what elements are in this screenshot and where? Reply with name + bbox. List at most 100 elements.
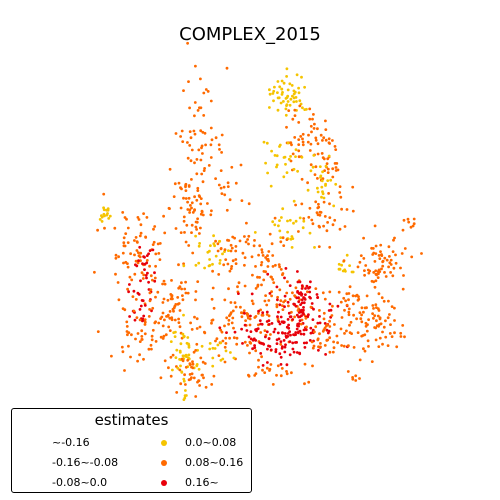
estimate-point (287, 304, 290, 308)
estimate-point (268, 92, 272, 96)
estimate-point (126, 344, 130, 348)
estimate-point (321, 170, 324, 174)
estimate-point (294, 155, 297, 159)
estimate-point (210, 297, 214, 301)
estimate-point (280, 346, 284, 350)
estimate-point (314, 200, 318, 204)
estimate-point (279, 355, 283, 359)
estimate-point (140, 338, 144, 341)
estimate-point (240, 315, 244, 319)
estimate-point (377, 254, 381, 257)
estimate-point (264, 161, 267, 165)
estimate-point (210, 138, 214, 142)
estimate-point (293, 302, 296, 306)
estimate-point (287, 311, 291, 315)
estimate-point (137, 293, 141, 296)
estimate-point (265, 303, 269, 307)
estimate-point (182, 89, 185, 92)
estimate-point (347, 344, 350, 348)
estimate-point (177, 317, 181, 321)
estimate-point (380, 296, 384, 300)
estimate-point (325, 338, 329, 342)
estimate-point (374, 279, 378, 283)
estimate-point (393, 331, 396, 335)
estimate-point (321, 177, 325, 181)
estimate-point (263, 299, 267, 303)
estimate-point (320, 195, 323, 199)
estimate-point (283, 350, 287, 354)
estimate-point (214, 254, 218, 258)
estimate-point (238, 239, 242, 243)
estimate-point (279, 268, 283, 271)
estimate-point (219, 186, 223, 190)
estimate-point (295, 327, 299, 331)
estimate-point (161, 301, 165, 304)
estimate-point (281, 207, 285, 211)
estimate-point (326, 179, 330, 183)
estimate-point (245, 329, 249, 332)
estimate-point (248, 317, 252, 321)
estimate-point (319, 211, 323, 214)
estimate-point (228, 198, 232, 202)
estimate-point (226, 238, 229, 242)
estimate-point (376, 314, 380, 318)
estimate-point (374, 338, 378, 342)
estimate-point (298, 292, 302, 295)
estimate-point (184, 291, 188, 295)
estimate-point (288, 103, 292, 107)
estimate-point (279, 340, 283, 343)
estimate-point (268, 232, 272, 236)
estimate-point (247, 242, 250, 246)
estimate-point (139, 223, 143, 227)
legend-label-1: ~-0.16 (52, 436, 90, 449)
estimate-point (304, 316, 308, 320)
estimate-point (250, 255, 254, 259)
estimate-point (187, 378, 191, 382)
estimate-point (96, 228, 99, 232)
estimate-point (258, 244, 262, 248)
estimate-point (145, 216, 149, 219)
estimate-point (284, 162, 287, 166)
estimate-point (163, 359, 167, 363)
estimate-point (197, 367, 201, 371)
estimate-point (170, 316, 174, 319)
estimate-point (374, 326, 378, 330)
estimate-point (298, 99, 302, 103)
estimate-point (159, 376, 163, 380)
estimate-point (125, 320, 129, 324)
estimate-point (189, 321, 193, 325)
estimate-point (236, 285, 239, 289)
estimate-point (167, 366, 170, 370)
estimate-point (360, 313, 363, 317)
estimate-point (136, 261, 140, 265)
estimate-point (148, 249, 152, 253)
estimate-point (260, 248, 264, 252)
estimate-point (284, 97, 288, 100)
estimate-point (237, 292, 240, 295)
estimate-point (188, 106, 192, 110)
estimate-point (275, 165, 278, 169)
estimate-point (316, 177, 319, 180)
estimate-point (302, 312, 305, 316)
estimate-point (362, 310, 365, 314)
estimate-point (290, 310, 293, 314)
estimate-point (338, 191, 342, 194)
estimate-point (299, 303, 302, 306)
estimate-point (297, 300, 301, 304)
estimate-point (281, 331, 284, 335)
estimate-point (280, 367, 284, 370)
estimate-point (241, 251, 245, 255)
estimate-point (191, 362, 195, 366)
estimate-point (132, 289, 136, 293)
estimate-point (412, 222, 416, 226)
estimate-point (113, 226, 117, 230)
estimate-point (151, 248, 155, 252)
estimate-point (193, 161, 196, 165)
estimate-point (194, 234, 198, 238)
estimate-point (186, 141, 189, 144)
estimate-point (328, 290, 332, 294)
estimate-point (190, 201, 194, 205)
estimate-point (386, 344, 390, 347)
estimate-point (332, 346, 336, 350)
estimate-point (194, 395, 198, 398)
